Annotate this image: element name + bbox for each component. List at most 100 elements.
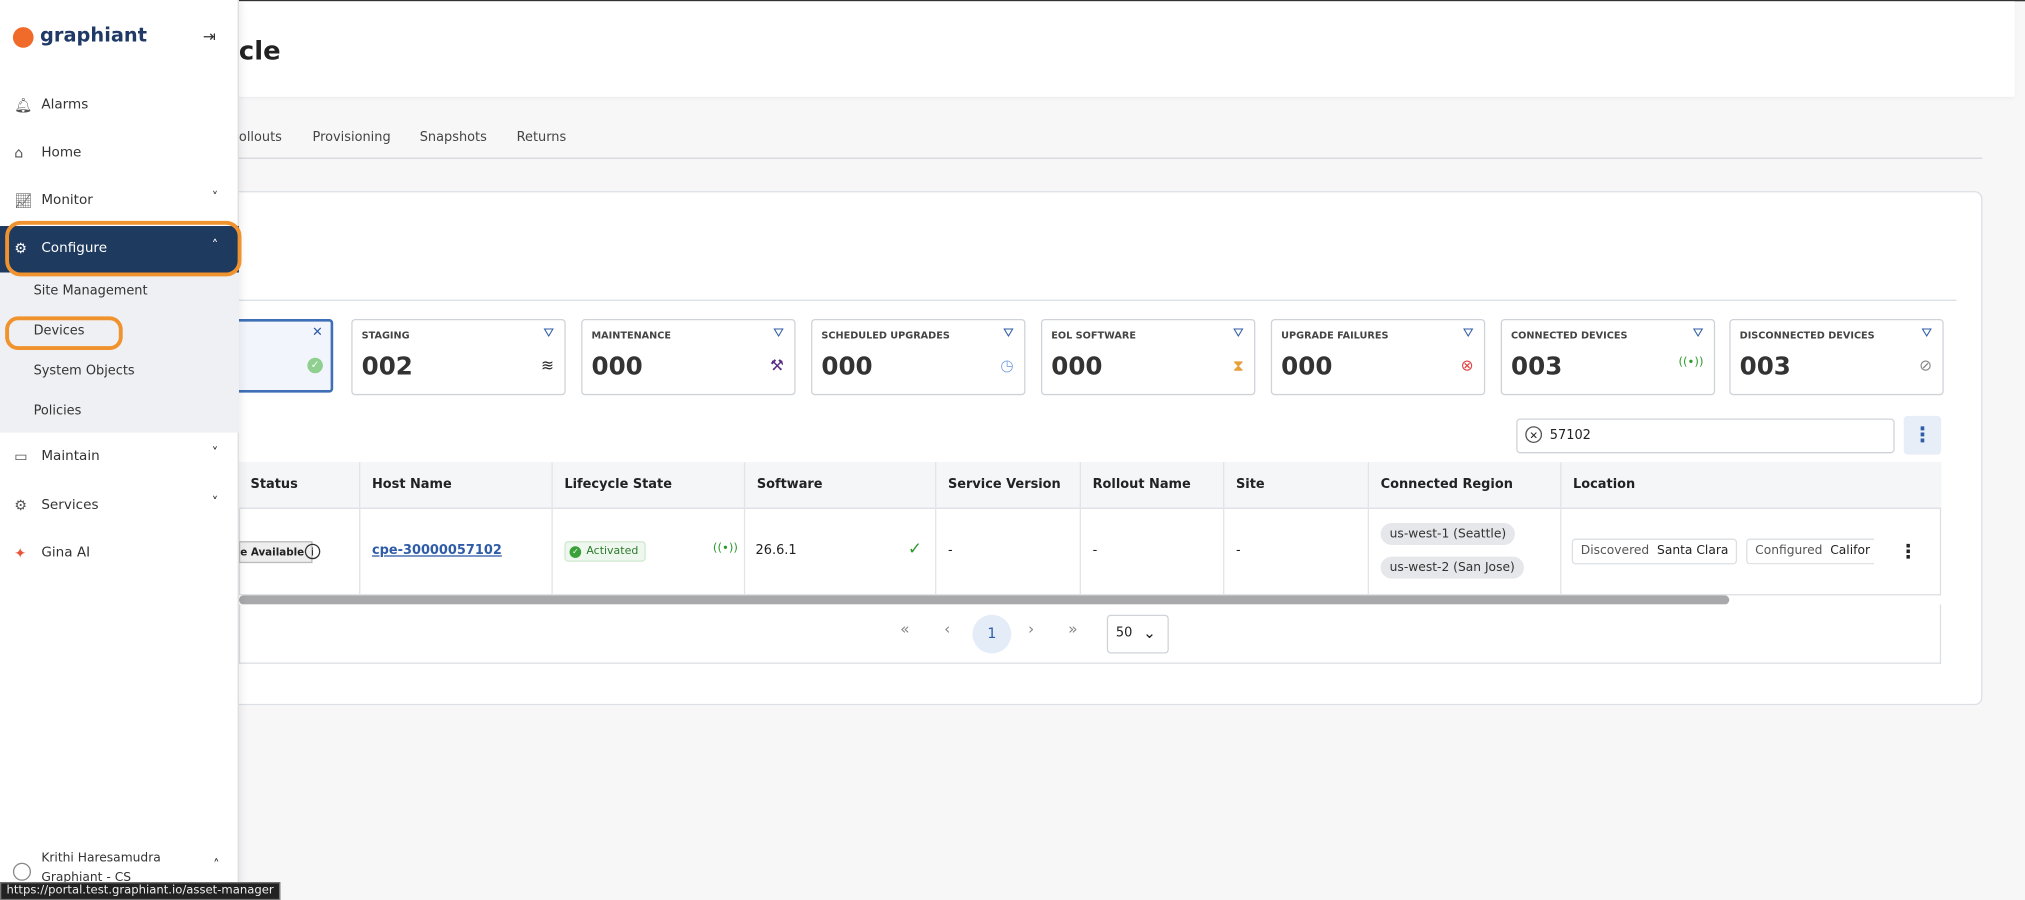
- column-header: Lifecycle State: [551, 462, 672, 509]
- user-avatar: [12, 862, 31, 881]
- more-button[interactable]: ⋮: [1903, 415, 1942, 455]
- collapse-button[interactable]: ⇥: [202, 27, 216, 46]
- card-label: EOL SOFTWARE: [1051, 329, 1136, 341]
- next-page[interactable]: ›: [1028, 619, 1035, 639]
- region-chip: us-west-2 (San Jose): [1380, 556, 1524, 579]
- status-card[interactable]: SCHEDULED UPGRADES 000 ⛛ ◷: [811, 319, 1026, 396]
- filter-icon[interactable]: ⛛: [1462, 326, 1474, 341]
- status-card[interactable]: EOL SOFTWARE 000 ⛛ ⧗: [1040, 319, 1256, 396]
- filter-icon[interactable]: ⛛: [773, 326, 784, 341]
- card-count: 002: [361, 352, 413, 381]
- last-page[interactable]: »: [1068, 619, 1078, 639]
- card-label: CONNECTED DEVICES: [1511, 329, 1628, 341]
- nav-item[interactable]: Alarms: [41, 96, 89, 113]
- column-header: Service Version: [935, 462, 1061, 509]
- tab[interactable]: Returns: [516, 130, 567, 145]
- row-menu[interactable]: ⋮: [1898, 539, 1918, 564]
- page-size[interactable]: 50 ⌄: [1106, 614, 1169, 654]
- column-divider: [551, 508, 553, 595]
- tab[interactable]: Snapshots: [419, 130, 487, 145]
- header: [0, 1, 2015, 97]
- tab[interactable]: Provisioning: [312, 130, 391, 145]
- chevron: ˅: [211, 191, 219, 206]
- card-count: 000: [591, 352, 643, 381]
- service-version: -: [947, 543, 953, 558]
- host-link[interactable]: cpe-30000057102: [371, 543, 502, 558]
- card-icon: ≋: [541, 356, 555, 375]
- filter-icon[interactable]: ⛛: [1921, 326, 1933, 341]
- card-icon: ⊘: [1919, 356, 1933, 375]
- page-button[interactable]: 1: [972, 614, 1012, 654]
- column-header: Rollout Name: [1079, 462, 1191, 509]
- user-org: Graphiant - CS: [41, 870, 132, 885]
- logo: graphiant: [40, 23, 147, 47]
- column-header: Status: [250, 477, 298, 493]
- column-header: Connected Region: [1367, 462, 1513, 509]
- status-card[interactable]: CONNECTED DEVICES 003 ⛛ ((•)): [1500, 319, 1716, 396]
- card-count: 000: [1051, 352, 1103, 381]
- column-header: Location: [1560, 462, 1635, 509]
- status-card[interactable]: UPGRADE FAILURES 000 ⛛ ⊗: [1270, 319, 1486, 396]
- highlight: [5, 220, 242, 277]
- nav-icon: ⚙: [14, 497, 27, 515]
- scrollbar[interactable]: [238, 595, 1730, 605]
- nav-item[interactable]: Gina AI: [41, 545, 91, 561]
- chevron: ˄: [211, 238, 219, 254]
- prev-page[interactable]: ‹: [944, 619, 951, 639]
- tab[interactable]: ollouts: [238, 130, 282, 145]
- nav-icon: 🔔︎: [14, 96, 33, 114]
- status-card[interactable]: DISCONNECTED DEVICES 003 ⛛ ⊘: [1729, 319, 1944, 396]
- location-tag: Discovered Santa Clara: [1571, 538, 1738, 565]
- filter-icon[interactable]: ⛛: [1232, 326, 1244, 341]
- chevron: ˅: [211, 446, 219, 462]
- card-count: 003: [1739, 352, 1791, 381]
- column-divider: [743, 508, 746, 595]
- nav-item[interactable]: Monitor: [41, 192, 93, 208]
- location-key: Configured: [1755, 543, 1823, 558]
- status-card[interactable]: MAINTENANCE 000 ⛛ ⚒: [581, 319, 796, 396]
- tab-divider: [238, 157, 1983, 159]
- filter-icon[interactable]: ⛛: [543, 326, 555, 341]
- sub-item[interactable]: Devices: [33, 324, 85, 339]
- card-icon: ⚒: [770, 356, 784, 375]
- location-value: Santa Clara: [1657, 543, 1729, 558]
- filter-icon[interactable]: ⛛: [1002, 326, 1014, 341]
- column-divider: [1367, 508, 1369, 595]
- sub-item[interactable]: System Objects: [33, 364, 135, 379]
- rollout-name: -: [1092, 543, 1098, 558]
- column-header: Site: [1223, 462, 1265, 509]
- table-header: [238, 462, 1942, 509]
- search-box[interactable]: ✕ 57102: [1516, 418, 1895, 454]
- panel-divider: [238, 299, 1957, 301]
- info-icon[interactable]: i: [304, 543, 321, 560]
- page-title: cle: [238, 34, 281, 66]
- column-divider: [359, 508, 361, 595]
- first-page[interactable]: «: [900, 619, 910, 639]
- column-header: Software: [743, 462, 823, 509]
- card-count: 000: [821, 352, 873, 381]
- nav-item[interactable]: Maintain: [41, 448, 100, 464]
- filter-icon[interactable]: ⛛: [1692, 326, 1704, 341]
- status-card[interactable]: STAGING 002 ⛛ ≋: [351, 319, 566, 396]
- chevron: ˄: [213, 858, 220, 874]
- sub-item[interactable]: Site Management: [33, 284, 148, 299]
- nav-item[interactable]: Home: [41, 144, 82, 161]
- card-label: DISCONNECTED DEVICES: [1739, 329, 1875, 341]
- state-badge: ✓ Activated: [564, 541, 647, 562]
- location-value: Califor: [1830, 543, 1870, 558]
- location-key: Discovered: [1580, 543, 1650, 558]
- user-name: Krithi Haresamudra: [41, 851, 161, 866]
- configure-bg: [0, 226, 239, 273]
- nav-item[interactable]: Configure: [41, 240, 108, 256]
- connected-icon: ((•)): [712, 542, 738, 556]
- nav-icon: ✦: [14, 545, 27, 562]
- submenu-bg: [0, 272, 239, 433]
- logo-mark: [12, 27, 34, 48]
- nav-item[interactable]: Services: [41, 497, 99, 513]
- card-label: UPGRADE FAILURES: [1281, 329, 1389, 341]
- sub-item[interactable]: Policies: [33, 404, 82, 419]
- card-icon: ⧗: [1232, 356, 1244, 375]
- card-count: 000: [1281, 352, 1333, 381]
- nav-icon: ⌂: [14, 144, 24, 162]
